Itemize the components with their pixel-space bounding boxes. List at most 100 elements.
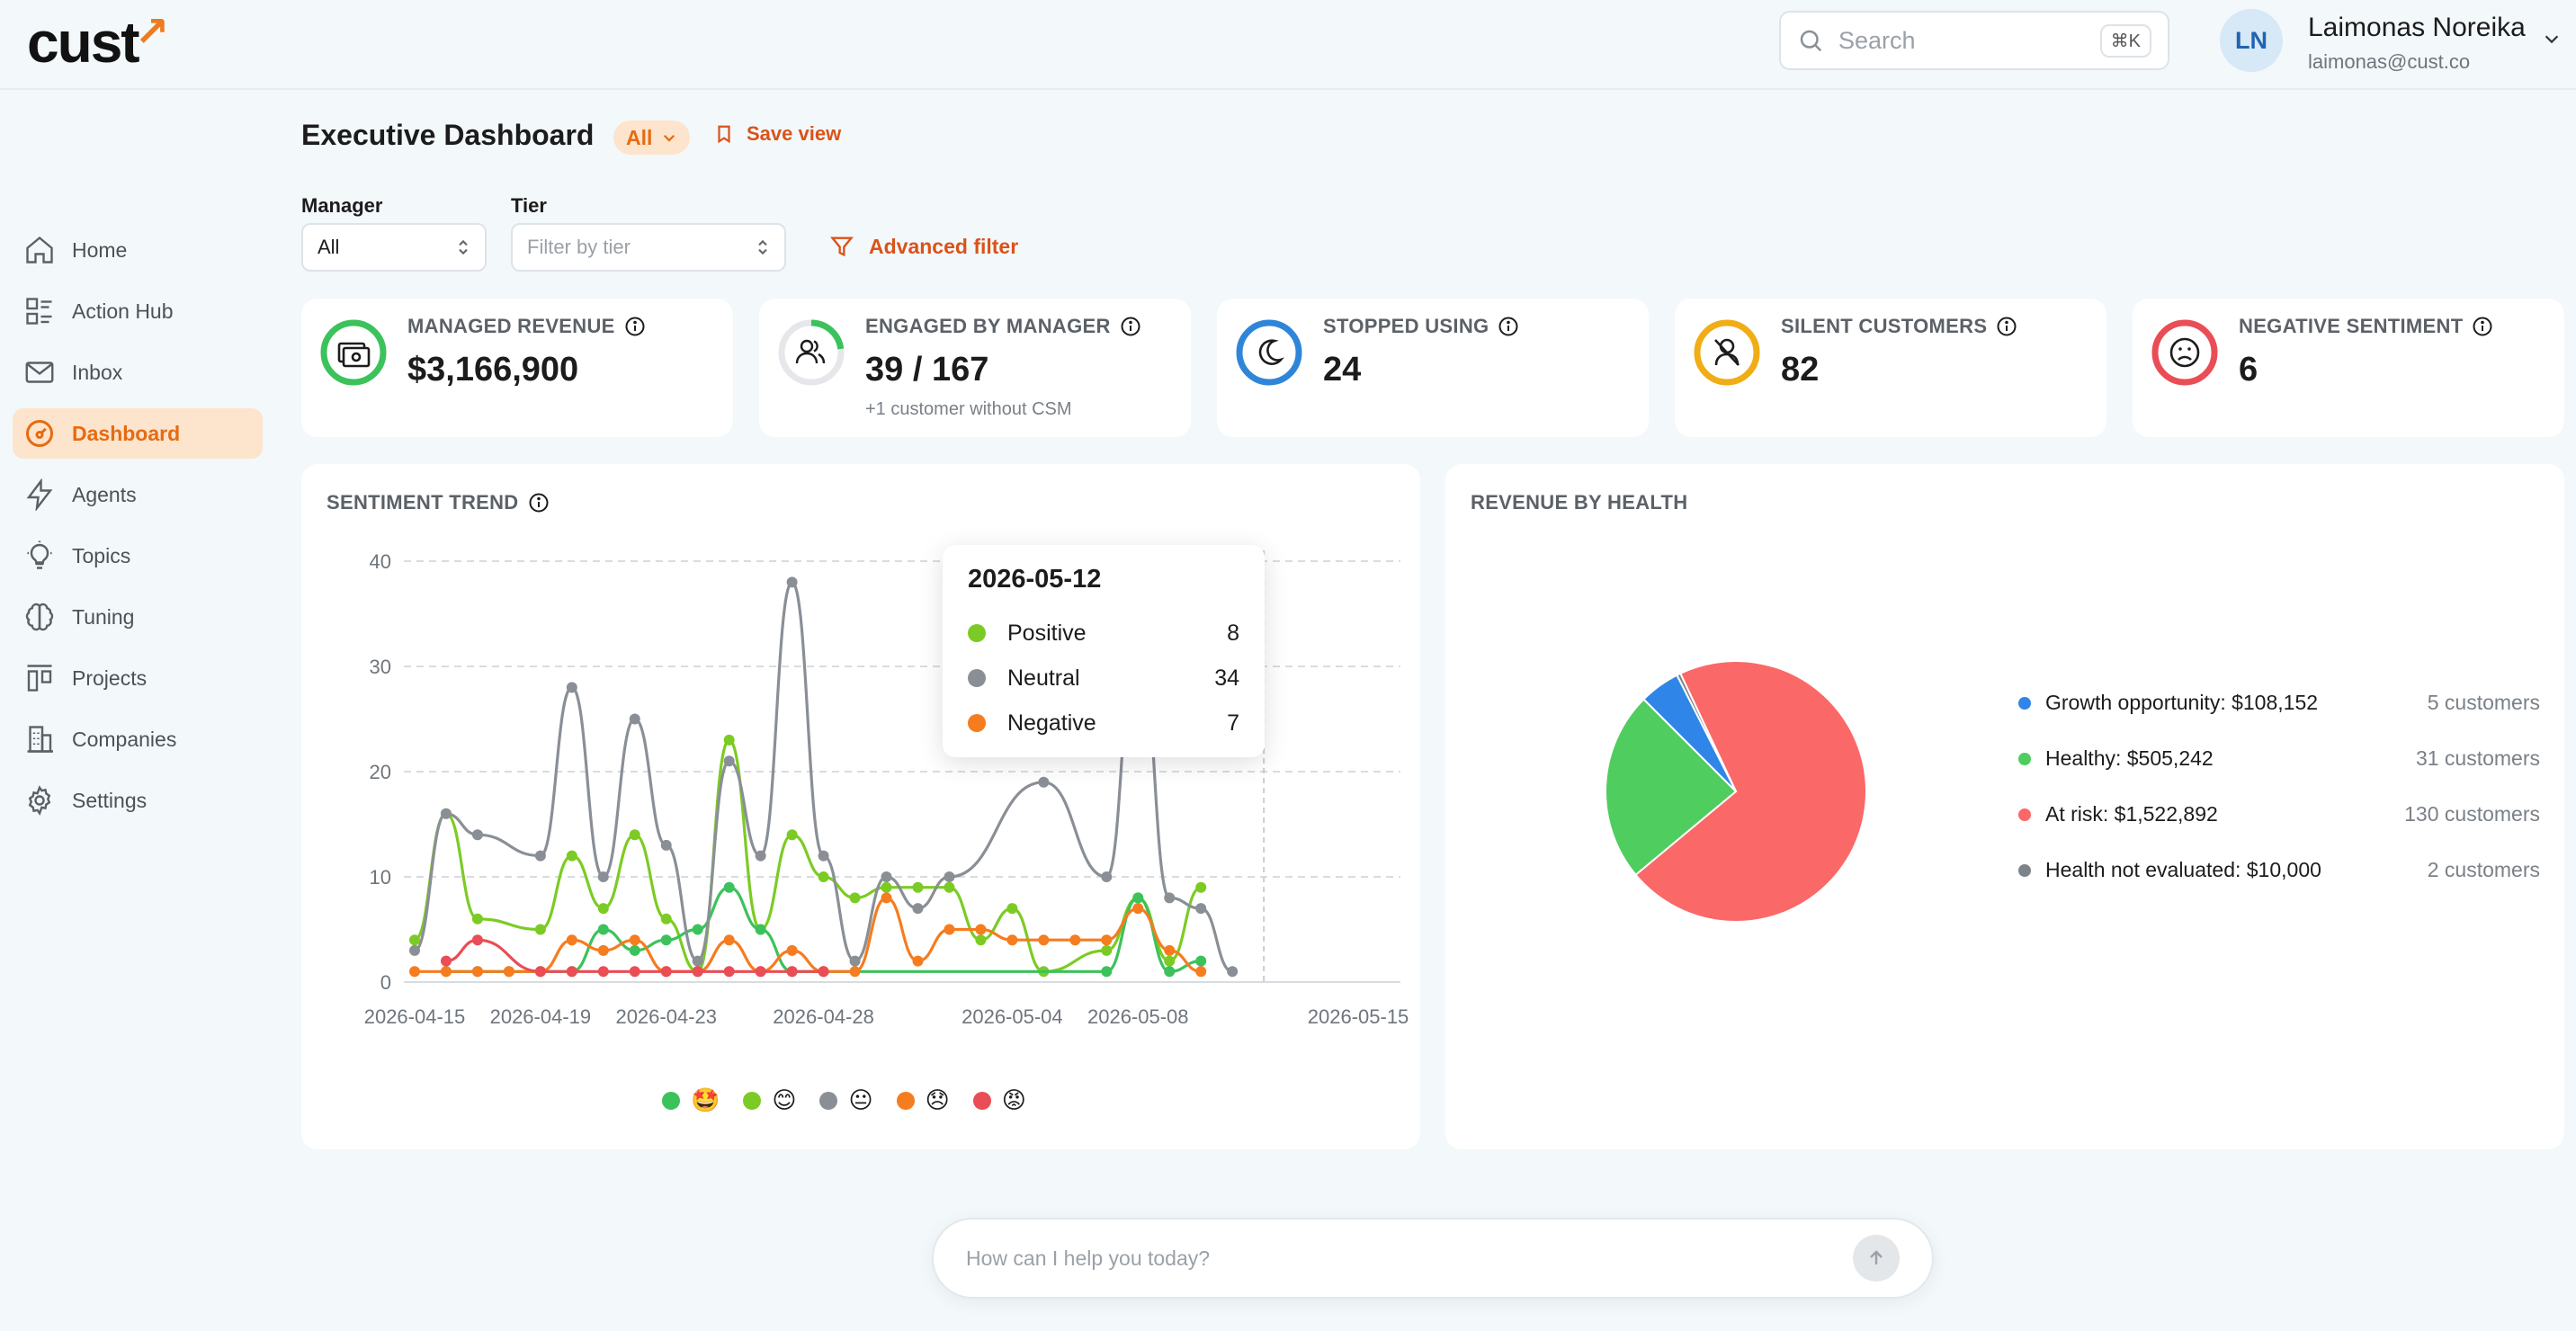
data-point[interactable] xyxy=(786,966,798,978)
data-point[interactable] xyxy=(471,829,483,841)
data-point[interactable] xyxy=(1006,934,1018,946)
sentiment-legend-item[interactable]: 😊 xyxy=(743,1086,796,1114)
kpi-engaged-by-manager[interactable]: ENGAGED BY MANAGER 39 / 167 +1 customer … xyxy=(759,299,1191,437)
data-point[interactable] xyxy=(975,934,987,946)
data-point[interactable] xyxy=(566,966,577,978)
data-point[interactable] xyxy=(849,955,861,967)
data-point[interactable] xyxy=(786,576,798,588)
data-point[interactable] xyxy=(471,913,483,925)
chevron-down-icon[interactable] xyxy=(2542,29,2562,49)
legend-healthy[interactable]: Healthy: $505,242 31 customers xyxy=(2018,746,2540,771)
data-point[interactable] xyxy=(849,892,861,904)
pie-slice[interactable] xyxy=(1634,660,1867,923)
cust-logo[interactable]: cust↗ xyxy=(27,8,171,76)
data-point[interactable] xyxy=(597,903,609,915)
data-point[interactable] xyxy=(755,966,766,978)
info-icon[interactable] xyxy=(1498,316,1519,337)
data-point[interactable] xyxy=(944,924,955,935)
data-point[interactable] xyxy=(471,966,483,978)
data-point[interactable] xyxy=(881,881,892,893)
data-point[interactable] xyxy=(534,966,546,978)
chat-placeholder[interactable]: How can I help you today? xyxy=(966,1246,1211,1270)
data-point[interactable] xyxy=(503,966,514,978)
data-point[interactable] xyxy=(1195,903,1207,915)
kpi-negative-sentiment[interactable]: NEGATIVE SENTIMENT 6 xyxy=(2133,299,2564,437)
data-point[interactable] xyxy=(912,903,924,915)
kpi-silent-customers[interactable]: SILENT CUSTOMERS 82 xyxy=(1675,299,2106,437)
advanced-filter-button[interactable]: Advanced filter xyxy=(829,234,1018,259)
data-point[interactable] xyxy=(1038,776,1050,788)
data-point[interactable] xyxy=(818,966,829,978)
data-point[interactable] xyxy=(597,871,609,882)
data-point[interactable] xyxy=(975,924,987,935)
data-point[interactable] xyxy=(944,871,955,882)
data-point[interactable] xyxy=(1101,944,1113,956)
data-point[interactable] xyxy=(1101,871,1113,882)
data-point[interactable] xyxy=(1164,955,1176,967)
data-point[interactable] xyxy=(1164,966,1176,978)
data-point[interactable] xyxy=(471,934,483,946)
data-point[interactable] xyxy=(597,924,609,935)
data-point[interactable] xyxy=(597,966,609,978)
data-point[interactable] xyxy=(1132,892,1144,904)
sentiment-legend-item[interactable]: 😡 xyxy=(972,1086,1026,1114)
data-point[interactable] xyxy=(660,839,672,851)
data-point[interactable] xyxy=(534,924,546,935)
user-avatar[interactable]: LN xyxy=(2220,9,2283,72)
user-name[interactable]: Laimonas Noreika xyxy=(2308,13,2526,42)
data-point[interactable] xyxy=(534,850,546,862)
pie-slice[interactable] xyxy=(1605,698,1738,877)
pie-slice[interactable] xyxy=(1676,672,1737,792)
sidebar-item-tuning[interactable]: Tuning xyxy=(13,592,263,642)
info-icon[interactable] xyxy=(1120,316,1141,337)
data-point[interactable] xyxy=(755,924,766,935)
data-point[interactable] xyxy=(723,934,735,946)
sentiment-legend-item[interactable]: 😐 xyxy=(819,1086,873,1114)
data-point[interactable] xyxy=(409,934,420,946)
sidebar-item-inbox[interactable]: Inbox xyxy=(13,347,263,398)
data-point[interactable] xyxy=(723,881,735,893)
data-point[interactable] xyxy=(1132,903,1144,915)
data-point[interactable] xyxy=(881,871,892,882)
data-point[interactable] xyxy=(660,966,672,978)
info-icon[interactable] xyxy=(528,492,550,514)
sentiment-trend-chart[interactable]: 0 10 20 30 40 2026-04-15 2026-04-19 2026-04-23 2… xyxy=(301,464,1420,1149)
data-point[interactable] xyxy=(440,966,452,978)
tier-select[interactable]: Filter by tier xyxy=(511,223,786,272)
data-point[interactable] xyxy=(1164,944,1176,956)
data-point[interactable] xyxy=(786,829,798,841)
data-point[interactable] xyxy=(692,924,703,935)
data-point[interactable] xyxy=(660,934,672,946)
data-point[interactable] xyxy=(629,829,640,841)
data-point[interactable] xyxy=(1038,934,1050,946)
search-box[interactable]: Search ⌘K xyxy=(1779,11,2169,70)
revenue-pie-chart[interactable] xyxy=(1592,648,1880,935)
data-point[interactable] xyxy=(881,892,892,904)
kpi-managed-revenue[interactable]: MANAGED REVENUE $3,166,900 xyxy=(301,299,733,437)
data-point[interactable] xyxy=(660,913,672,925)
data-point[interactable] xyxy=(723,755,735,767)
search-placeholder[interactable]: Search xyxy=(1838,26,1916,54)
data-point[interactable] xyxy=(409,966,420,978)
data-point[interactable] xyxy=(597,944,609,956)
info-icon[interactable] xyxy=(2472,316,2493,337)
data-point[interactable] xyxy=(629,713,640,725)
data-point[interactable] xyxy=(818,871,829,882)
info-icon[interactable] xyxy=(624,316,646,337)
data-point[interactable] xyxy=(629,944,640,956)
assistant-chat-input[interactable]: How can I help you today? xyxy=(932,1218,1934,1299)
send-button[interactable] xyxy=(1853,1235,1900,1282)
data-point[interactable] xyxy=(1069,934,1081,946)
data-point[interactable] xyxy=(692,955,703,967)
data-point[interactable] xyxy=(1101,934,1113,946)
data-point[interactable] xyxy=(440,955,452,967)
data-point[interactable] xyxy=(849,966,861,978)
data-point[interactable] xyxy=(409,944,420,956)
data-point[interactable] xyxy=(1101,966,1113,978)
data-point[interactable] xyxy=(566,934,577,946)
legend-at-risk[interactable]: At risk: $1,522,892 130 customers xyxy=(2018,802,2540,826)
data-point[interactable] xyxy=(566,682,577,693)
data-point[interactable] xyxy=(786,944,798,956)
view-selector[interactable]: All xyxy=(613,121,691,155)
data-point[interactable] xyxy=(755,850,766,862)
